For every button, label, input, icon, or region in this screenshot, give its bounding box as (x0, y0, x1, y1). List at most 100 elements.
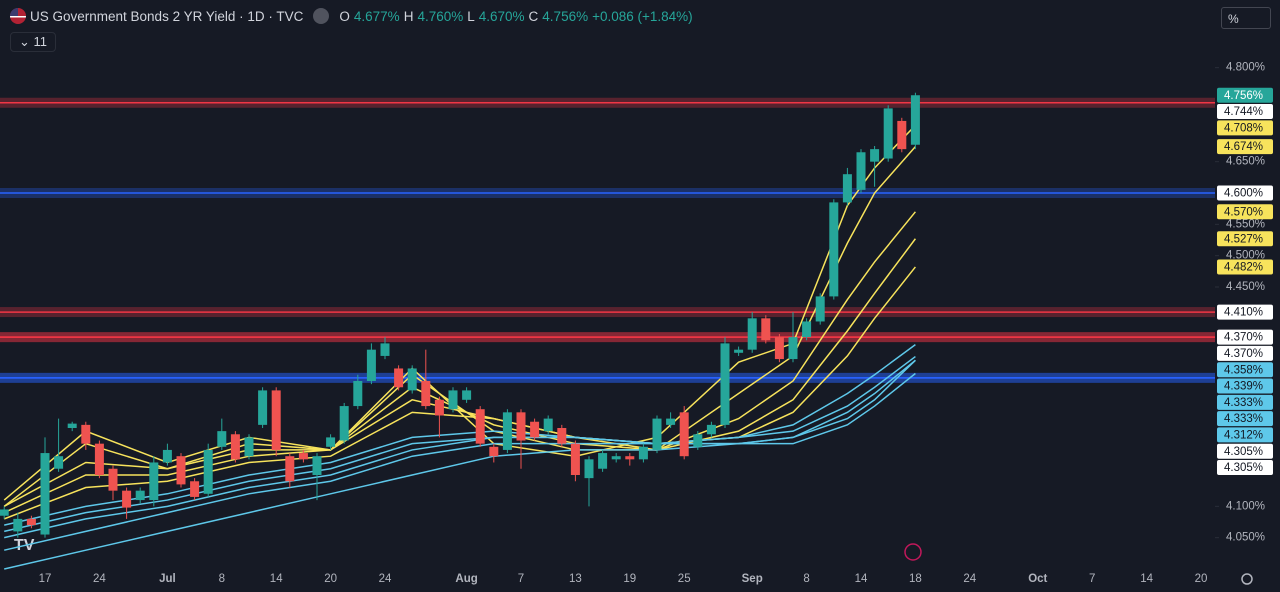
price-badge-label: 4.527% (1224, 233, 1263, 245)
x-tick-label: 24 (963, 573, 976, 585)
price-badge-label: 4.744% (1224, 106, 1263, 118)
low-value: 4.670% (478, 8, 525, 24)
y-tick-label: 4.650% (1226, 156, 1265, 168)
candle-body (54, 456, 64, 469)
price-badge-label: 4.339% (1224, 381, 1263, 393)
candle-body (0, 509, 9, 516)
candle-body (815, 296, 825, 322)
price-badge-bg (1217, 139, 1273, 155)
candle-body (298, 453, 308, 460)
price-badge-label: 4.333% (1224, 413, 1263, 425)
symbol-title[interactable]: US Government Bonds 2 YR Yield · 1D · TV… (30, 8, 304, 24)
x-tick-label: 14 (270, 573, 283, 585)
price-badge-label: 4.312% (1224, 429, 1263, 441)
candle-body (570, 443, 580, 475)
price-badge-label: 4.305% (1224, 446, 1263, 458)
candle-body (530, 421, 540, 438)
candle-body (516, 412, 526, 441)
y-tick-label: 4.550% (1226, 218, 1265, 230)
price-badge-bg (1217, 231, 1273, 247)
x-tick-label: 14 (855, 573, 868, 585)
candle-body (407, 368, 417, 391)
price-badge-label: 4.305% (1224, 462, 1263, 474)
candle-body (489, 446, 499, 457)
price-badge-bg (1217, 104, 1273, 120)
x-tick-label: 13 (569, 573, 582, 585)
candle-body (910, 95, 920, 145)
scale-unit[interactable]: % (1221, 7, 1271, 29)
candle-body (285, 456, 295, 482)
y-tick-label: 4.500% (1226, 250, 1265, 262)
price-badge: 4.305% (1217, 460, 1273, 476)
close-value: 4.756% (542, 8, 589, 24)
candle-body (802, 321, 812, 338)
price-badge-bg (1217, 362, 1273, 378)
candle-body (788, 337, 798, 360)
candle-body (258, 390, 268, 425)
candle-body (652, 418, 662, 450)
candle-body (434, 399, 444, 416)
candle-body (217, 431, 227, 447)
x-tick-label: 7 (518, 573, 524, 585)
x-tick-label: 18 (909, 573, 922, 585)
candle-body (149, 462, 159, 501)
indicator-count: 11 (33, 34, 48, 49)
x-tick-label: 20 (324, 573, 337, 585)
low-key: L (467, 8, 475, 24)
alert-icon[interactable] (904, 543, 922, 561)
high-value: 4.760% (417, 8, 464, 24)
price-badge-bg (1217, 185, 1273, 201)
candle-body (26, 518, 36, 526)
price-badge-bg (1217, 378, 1273, 394)
candle-body (734, 349, 744, 353)
candle-body (366, 349, 376, 381)
price-badge: 4.370% (1217, 329, 1273, 345)
price-badge: 4.370% (1217, 345, 1273, 361)
x-tick-label: Sep (742, 573, 763, 585)
price-badge-bg (1217, 345, 1273, 361)
x-tick-label: 20 (1195, 573, 1208, 585)
candle-body (693, 434, 703, 447)
candle-body (353, 381, 363, 407)
price-badge: 4.358% (1217, 362, 1273, 378)
candle-body (543, 418, 553, 432)
candle-body (598, 453, 608, 469)
high-key: H (403, 8, 414, 24)
candle-body (81, 424, 91, 444)
candle-body (339, 406, 349, 441)
price-badge: 4.570% (1217, 204, 1273, 220)
candle-body (557, 428, 567, 444)
candle-body (475, 409, 485, 444)
price-badge: 4.600% (1217, 185, 1273, 201)
x-tick-label: Oct (1028, 573, 1047, 585)
candle-body (720, 343, 730, 425)
moving-average (3, 266, 916, 520)
y-tick-label: 4.800% (1226, 62, 1265, 74)
price-badge: 4.527% (1217, 231, 1273, 247)
price-badge-bg (1217, 394, 1273, 410)
price-badge: 4.410% (1217, 304, 1273, 320)
candle-body (312, 456, 322, 475)
candle-body (326, 437, 336, 447)
candle-body (135, 490, 145, 501)
x-tick-label: Jul (159, 573, 176, 585)
price-badge-bg (1217, 411, 1273, 427)
price-badge-bg (1217, 87, 1273, 103)
moving-average (3, 211, 916, 507)
candle-body (856, 152, 866, 190)
settings-icon[interactable] (1241, 573, 1253, 585)
candle-body (67, 423, 77, 428)
x-tick-label: 8 (219, 573, 225, 585)
indicator-toggle[interactable]: ⌄ 11 (10, 32, 57, 52)
price-badge-bg (1217, 304, 1273, 320)
price-badge: 4.312% (1217, 427, 1273, 443)
x-tick-label: Aug (455, 573, 477, 585)
price-badge-label: 4.333% (1224, 397, 1263, 409)
moving-average (4, 359, 916, 551)
price-badge-label: 4.358% (1224, 364, 1263, 376)
price-badge-label: 4.370% (1224, 332, 1263, 344)
candle-body (230, 434, 240, 460)
visibility-icon[interactable] (313, 8, 330, 24)
price-badge-label: 4.570% (1224, 206, 1263, 218)
